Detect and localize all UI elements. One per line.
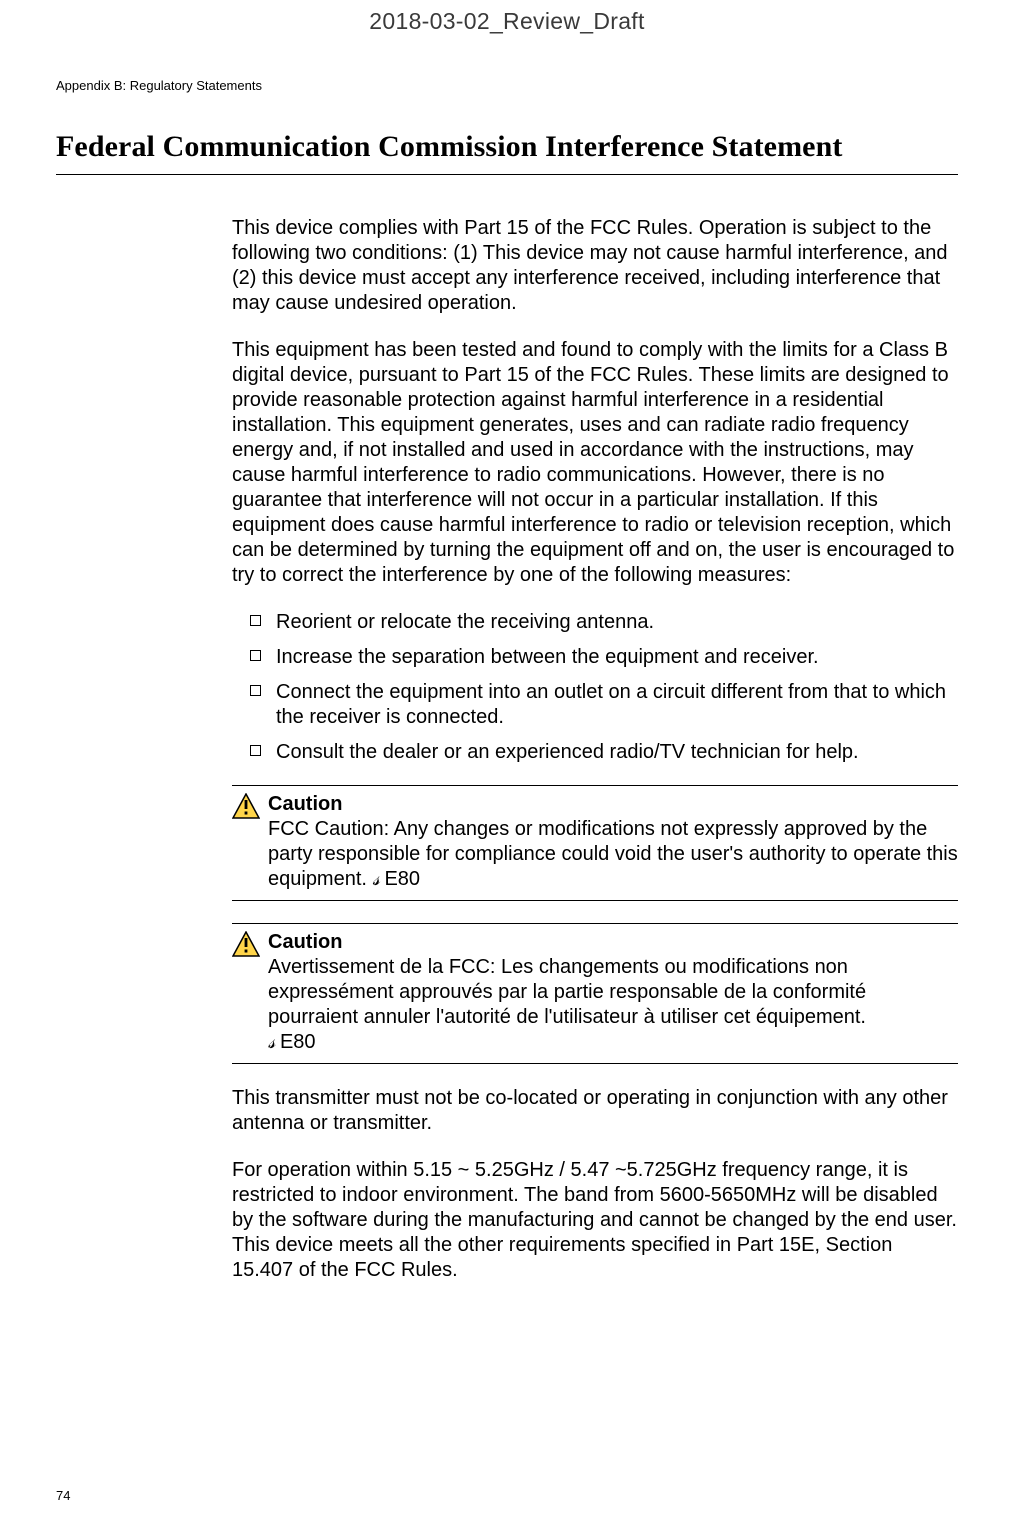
list-item: Connect the equipment into an outlet on …	[232, 680, 958, 730]
section-title: Federal Communication Commission Interfe…	[56, 130, 842, 164]
page-number: 74	[56, 1488, 70, 1503]
caution-message: Avertissement de la FCC: Les changements…	[268, 956, 866, 1028]
caution-block: Caution FCC Caution: Any changes or modi…	[232, 785, 958, 901]
caution-label: Caution	[268, 792, 958, 817]
title-rule	[56, 174, 958, 175]
caution-text: FCC Caution: Any changes or modification…	[268, 818, 958, 890]
checkbox-bullet-icon	[250, 745, 261, 756]
list-item: Consult the dealer or an experienced rad…	[232, 740, 958, 765]
bullet-list: Reorient or relocate the receiving anten…	[232, 610, 958, 765]
divider	[232, 1063, 958, 1064]
checkbox-bullet-icon	[250, 615, 261, 626]
list-item: Increase the separation between the equi…	[232, 645, 958, 670]
list-item: Reorient or relocate the receiving anten…	[232, 610, 958, 635]
paragraph: This device complies with Part 15 of the…	[232, 216, 958, 316]
caution-message: FCC Caution: Any changes or modification…	[268, 818, 958, 890]
caution-ref: E80	[280, 1031, 316, 1053]
checkbox-bullet-icon	[250, 685, 261, 696]
caution-icon	[232, 792, 268, 826]
divider	[232, 900, 958, 901]
draft-watermark: 2018-03-02_Review_Draft	[0, 8, 1014, 35]
caution-ref: E80	[384, 868, 420, 890]
reference-glyph-icon: 𝓈	[373, 868, 379, 890]
list-item-text: Reorient or relocate the receiving anten…	[276, 611, 654, 633]
caution-text: Avertissement de la FCC: Les changements…	[268, 956, 866, 1053]
caution-icon	[232, 930, 268, 964]
list-item-text: Increase the separation between the equi…	[276, 646, 819, 668]
caution-block: Caution Avertissement de la FCC: Les cha…	[232, 923, 958, 1064]
list-item-text: Connect the equipment into an outlet on …	[276, 681, 946, 728]
paragraph: This transmitter must not be co-located …	[232, 1086, 958, 1136]
reference-glyph-icon: 𝓈	[268, 1031, 274, 1053]
caution-label: Caution	[268, 930, 958, 955]
paragraph: This equipment has been tested and found…	[232, 338, 958, 588]
list-item-text: Consult the dealer or an experienced rad…	[276, 741, 859, 763]
paragraph: For operation within 5.15 ~ 5.25GHz / 5.…	[232, 1158, 958, 1283]
checkbox-bullet-icon	[250, 650, 261, 661]
running-head: Appendix B: Regulatory Statements	[56, 78, 262, 93]
